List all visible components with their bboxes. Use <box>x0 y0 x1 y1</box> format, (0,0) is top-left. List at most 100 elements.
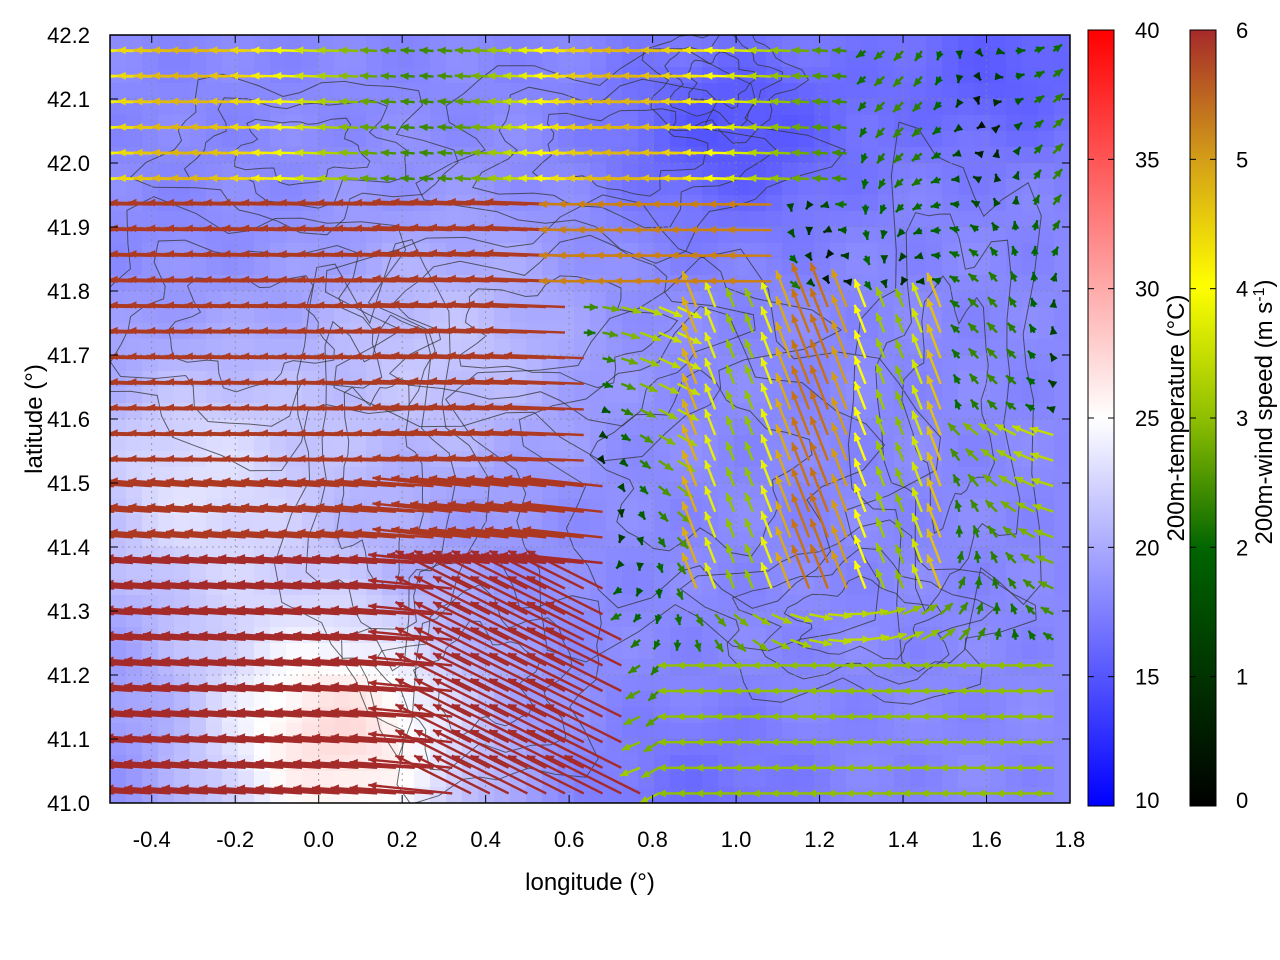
heatmap-cell <box>702 755 719 772</box>
heatmap-cell <box>142 179 159 196</box>
heatmap-cell <box>1022 771 1039 788</box>
heatmap-cell <box>990 611 1007 628</box>
heatmap-cell <box>862 35 879 52</box>
heatmap-cell <box>862 115 879 132</box>
heatmap-cell <box>142 131 159 148</box>
heatmap-cell <box>446 131 463 148</box>
heatmap-cell <box>590 787 607 803</box>
heatmap-cell <box>478 435 495 452</box>
heatmap-cell <box>286 691 303 708</box>
heatmap-cell <box>958 355 975 372</box>
heatmap-cell <box>878 531 895 548</box>
wind-vector-head <box>274 758 283 767</box>
heatmap-cell <box>878 515 895 532</box>
wind-vector-head <box>199 682 208 690</box>
heatmap-cell <box>734 259 751 276</box>
wind-vector-head <box>184 198 193 207</box>
heatmap-cell <box>878 307 895 324</box>
heatmap-cell <box>814 771 831 788</box>
wind-vector-shaft <box>334 479 415 488</box>
heatmap-cell <box>526 339 543 356</box>
wind-vector-head <box>161 758 170 767</box>
heatmap-cell <box>238 291 255 308</box>
wind-vector-head <box>91 224 99 232</box>
wind-vector-head <box>110 630 114 639</box>
heatmap-cell <box>222 691 239 708</box>
heatmap-cell <box>526 483 543 500</box>
wind-vector-head <box>353 275 362 284</box>
heatmap-cell <box>654 371 671 388</box>
heatmap-cell <box>622 515 639 532</box>
heatmap-cell <box>558 275 575 292</box>
heatmap-cell <box>782 627 799 644</box>
heatmap-cell <box>110 739 127 756</box>
heatmap-cell <box>958 227 975 244</box>
heatmap-cell <box>494 435 511 452</box>
heatmap-cell <box>782 83 799 100</box>
heatmap-cell <box>958 643 975 660</box>
wind-vector-head <box>259 377 268 386</box>
heatmap-cell <box>702 659 719 676</box>
heatmap-cell <box>526 211 543 228</box>
heatmap-cell <box>814 163 831 180</box>
heatmap-cell <box>622 339 639 356</box>
heatmap-cell <box>878 115 895 132</box>
wind-vector-head <box>297 429 306 438</box>
heatmap-cell <box>334 83 351 100</box>
wind-vector-shaft <box>161 556 246 565</box>
wind-vector-head <box>251 174 260 183</box>
heatmap-cell <box>558 163 575 180</box>
heatmap-cell <box>110 723 127 740</box>
wind-vector-shaft <box>180 735 265 744</box>
heatmap-cell <box>686 595 703 612</box>
wind-vector-head <box>259 454 268 463</box>
heatmap-cell <box>254 691 271 708</box>
heatmap-cell <box>702 259 719 276</box>
wind-vector-head <box>165 352 175 361</box>
wind-vector-head <box>218 707 227 716</box>
wind-vector-shaft <box>217 581 303 590</box>
terrain-contour <box>274 239 491 759</box>
heatmap-cell <box>926 115 943 132</box>
wind-vector-head <box>330 682 340 690</box>
heatmap-cell <box>206 339 223 356</box>
heatmap-cell <box>1054 723 1070 740</box>
wind-vector-head <box>255 682 264 690</box>
wind-vector-head <box>317 123 326 132</box>
wind-vector-head <box>147 403 156 412</box>
heatmap-cell <box>846 675 863 692</box>
heatmap-cell <box>350 563 367 580</box>
wind-vector-shaft <box>293 633 378 641</box>
heatmap-cell <box>350 339 367 356</box>
heatmap-cell <box>782 35 799 52</box>
heatmap-cell <box>1038 707 1055 724</box>
heatmap-cell <box>510 387 527 404</box>
heatmap-cell <box>958 515 975 532</box>
wind-vector-head <box>273 71 282 80</box>
wind-vector-head <box>349 656 358 665</box>
wind-vector-shaft <box>146 530 227 539</box>
heatmap-cell <box>686 579 703 596</box>
wind-vector-shaft <box>110 305 115 309</box>
wind-vector-head <box>255 656 264 665</box>
wind-vector-head <box>91 276 99 284</box>
heatmap-cell <box>718 259 735 276</box>
heatmap-cell <box>110 595 127 612</box>
wind-vector-head <box>311 579 321 588</box>
heatmap-cell <box>750 179 767 196</box>
terrain-contour <box>589 368 813 557</box>
heatmap-cell <box>286 83 303 100</box>
wind-vector-shaft <box>110 710 190 718</box>
heatmap-cell <box>942 131 959 148</box>
wind-vector-shaft <box>236 633 321 641</box>
heatmap-cell <box>126 83 143 100</box>
heatmap-cell <box>174 211 191 228</box>
heatmap-cell <box>462 435 479 452</box>
wind-vector-head <box>124 605 133 614</box>
wind-vector-shaft <box>110 711 171 718</box>
heatmap-cell <box>590 163 607 180</box>
wind-vector-shaft <box>184 530 265 539</box>
wind-vector-head <box>251 71 260 80</box>
heatmap-cell <box>862 131 879 148</box>
plot-area <box>91 35 1070 803</box>
